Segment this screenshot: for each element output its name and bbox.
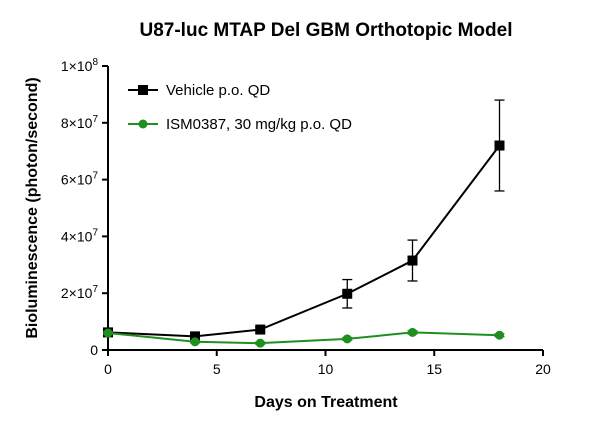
series-line xyxy=(107,331,500,345)
y-tick-label-exponent: 7 xyxy=(92,227,98,238)
data-point xyxy=(342,288,353,299)
x-tick-label: 15 xyxy=(426,361,442,377)
legend-label: ISM0387, 30 mg/kg p.o. QD xyxy=(166,116,352,133)
legend: Vehicle p.o. QD ISM0387, 30 mg/kg p.o. QD xyxy=(128,82,352,133)
x-tick-label: 5 xyxy=(213,361,221,377)
y-tick-label-base: 8×10 xyxy=(61,115,93,131)
data-point xyxy=(103,328,113,338)
x-tick-label: 0 xyxy=(104,361,112,377)
x-tick-label: 10 xyxy=(318,361,334,377)
data-point xyxy=(494,140,505,151)
series-2 xyxy=(103,327,505,348)
data-point xyxy=(190,337,200,347)
data-point xyxy=(342,334,352,344)
y-tick-label-exponent: 7 xyxy=(92,114,98,125)
y-tick-label: 1×108 xyxy=(61,57,99,74)
legend-item-2: ISM0387, 30 mg/kg p.o. QD xyxy=(128,116,352,133)
y-tick-label-base: 4×10 xyxy=(61,228,93,244)
data-point xyxy=(255,324,266,335)
y-tick-label-base: 0 xyxy=(90,342,98,358)
y-tick-label-exponent: 7 xyxy=(92,284,98,295)
y-tick-label-base: 1×10 xyxy=(61,58,93,74)
data-point xyxy=(255,338,265,348)
legend-marker xyxy=(138,85,148,95)
series-1 xyxy=(103,99,505,342)
y-tick-label-exponent: 8 xyxy=(92,57,98,68)
y-tick-label: 0 xyxy=(90,342,98,358)
legend-marker xyxy=(138,119,148,129)
data-point xyxy=(495,330,504,340)
y-tick-label: 4×107 xyxy=(61,227,99,244)
x-axis-label: Days on Treatment xyxy=(254,394,398,411)
y-tick-label-base: 2×10 xyxy=(61,285,93,301)
legend-label: Vehicle p.o. QD xyxy=(166,82,270,99)
y-axis-label: Bioluminescence (photon/second) xyxy=(24,77,41,338)
y-tick-label-exponent: 7 xyxy=(92,171,98,182)
legend-item-1: Vehicle p.o. QD xyxy=(128,82,270,99)
series-line xyxy=(107,144,501,338)
y-tick-label-base: 6×10 xyxy=(61,172,93,188)
plot-area xyxy=(103,99,505,348)
data-point xyxy=(190,331,200,342)
y-tick-label: 6×107 xyxy=(61,171,99,188)
y-tick-label: 2×107 xyxy=(61,284,99,301)
data-point xyxy=(408,327,417,337)
y-tick-label: 8×107 xyxy=(61,114,99,131)
x-tick-label: 20 xyxy=(535,361,551,377)
data-point xyxy=(407,255,418,266)
chart-title: U87-luc MTAP Del GBM Orthotopic Model xyxy=(140,20,513,41)
